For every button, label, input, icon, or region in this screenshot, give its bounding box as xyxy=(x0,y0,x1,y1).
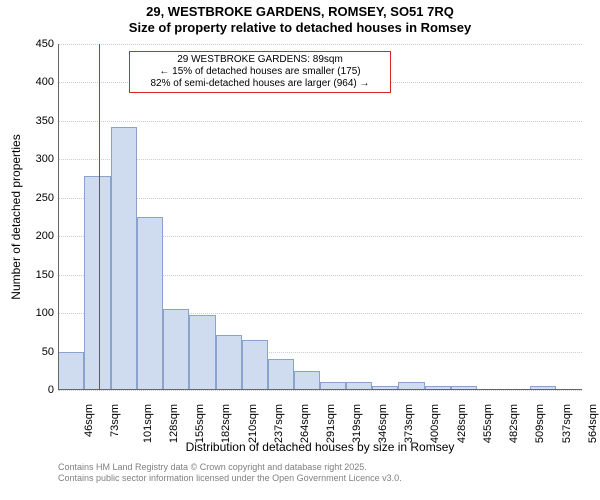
y-tick-label: 200 xyxy=(18,230,54,242)
x-tick-label: 46sqm xyxy=(83,404,95,437)
x-tick-label: 537sqm xyxy=(561,404,573,443)
y-tick-label: 50 xyxy=(18,346,54,358)
y-tick-label: 300 xyxy=(18,153,54,165)
histogram-bar xyxy=(294,371,321,390)
footnote: Contains HM Land Registry data © Crown c… xyxy=(58,462,402,485)
bars-layer xyxy=(58,44,582,390)
footnote-line2: Contains public sector information licen… xyxy=(58,473,402,484)
x-tick-label: 237sqm xyxy=(273,404,285,443)
x-axis-line xyxy=(58,389,582,390)
histogram-bar xyxy=(268,359,294,390)
x-tick-label: 509sqm xyxy=(534,404,546,443)
annotation-box: 29 WESTBROKE GARDENS: 89sqm← 15% of deta… xyxy=(129,51,391,93)
histogram-bar xyxy=(137,217,163,390)
x-tick-label: 291sqm xyxy=(325,404,337,443)
x-tick-label: 564sqm xyxy=(587,404,599,443)
histogram-bar xyxy=(111,127,137,390)
histogram-bar xyxy=(163,309,189,390)
gridline xyxy=(58,390,582,391)
x-tick-label: 482sqm xyxy=(508,404,520,443)
x-tick-label: 182sqm xyxy=(220,404,232,443)
x-tick-label: 101sqm xyxy=(142,404,154,443)
x-tick-label: 346sqm xyxy=(378,404,390,443)
annotation-line2: ← 15% of detached houses are smaller (17… xyxy=(134,66,386,78)
y-tick-label: 100 xyxy=(18,307,54,319)
histogram-bar xyxy=(189,315,216,390)
x-tick-label: 455sqm xyxy=(482,404,494,443)
chart-title-line1: 29, WESTBROKE GARDENS, ROMSEY, SO51 7RQ xyxy=(0,0,600,20)
y-axis-line xyxy=(58,44,59,390)
y-tick-label: 450 xyxy=(18,38,54,50)
histogram-bar xyxy=(242,340,268,390)
x-tick-label: 428sqm xyxy=(456,404,468,443)
histogram-bar xyxy=(58,352,84,390)
histogram-bar xyxy=(84,176,111,390)
footnote-line1: Contains HM Land Registry data © Crown c… xyxy=(58,462,402,473)
y-tick-label: 350 xyxy=(18,115,54,127)
chart-title-line2: Size of property relative to detached ho… xyxy=(0,20,600,36)
chart-root: 29, WESTBROKE GARDENS, ROMSEY, SO51 7RQ … xyxy=(0,0,600,500)
x-tick-label: 128sqm xyxy=(168,404,180,443)
histogram-bar xyxy=(216,335,242,390)
x-tick-label: 73sqm xyxy=(109,404,121,437)
y-axis-title: Number of detached properties xyxy=(9,134,23,299)
y-tick-label: 150 xyxy=(18,269,54,281)
x-tick-label: 400sqm xyxy=(430,404,442,443)
y-tick-label: 250 xyxy=(18,192,54,204)
x-tick-label: 319sqm xyxy=(352,404,364,443)
x-tick-label: 155sqm xyxy=(194,404,206,443)
annotation-line1: 29 WESTBROKE GARDENS: 89sqm xyxy=(134,54,386,66)
x-axis-title: Distribution of detached houses by size … xyxy=(58,440,582,454)
x-tick-label: 373sqm xyxy=(404,404,416,443)
x-tick-label: 210sqm xyxy=(247,404,259,443)
plot-area: 05010015020025030035040045046sqm73sqm101… xyxy=(58,44,582,390)
y-tick-label: 400 xyxy=(18,76,54,88)
y-tick-label: 0 xyxy=(18,384,54,396)
annotation-line3: 82% of semi-detached houses are larger (… xyxy=(134,78,386,90)
property-marker-line xyxy=(99,44,100,390)
x-tick-label: 264sqm xyxy=(299,404,311,443)
